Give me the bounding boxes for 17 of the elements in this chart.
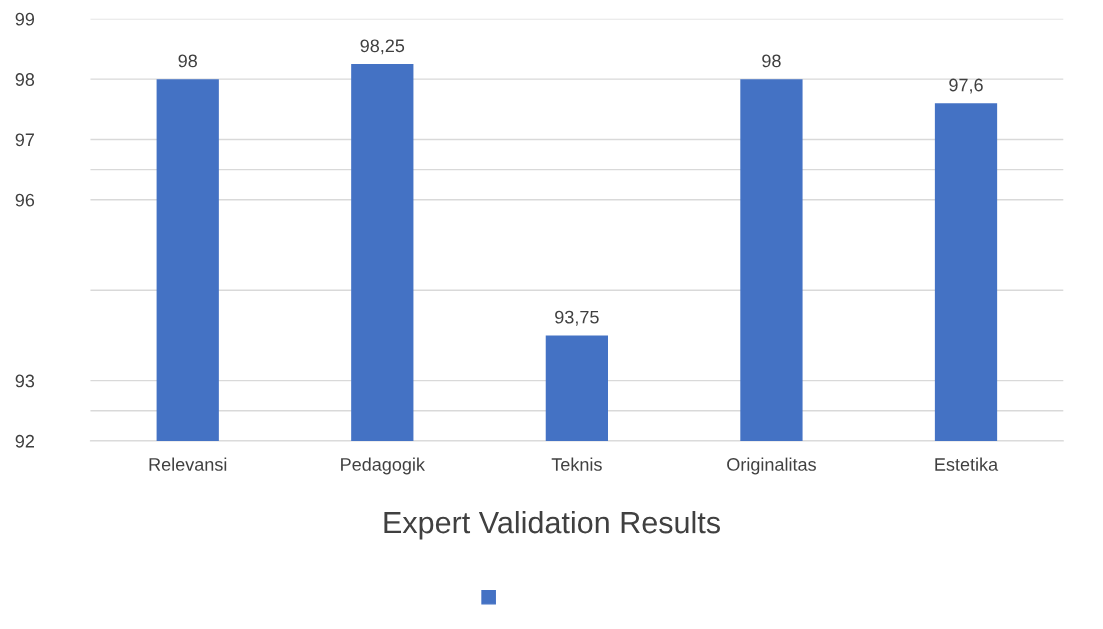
x-tick-label: Originalitas [727, 457, 816, 475]
x-tick-label: Pedagogik [341, 457, 425, 475]
text: 97,6 [949, 78, 983, 94]
y-tick-label: 98 [15, 73, 35, 86]
x-tick-label: Relevansi [149, 457, 227, 471]
text: Expert Validation Results [384, 510, 720, 540]
x-tick-label: Estetika [935, 457, 999, 471]
y-tick-label: 97 [15, 133, 34, 147]
y-tick-label: 99 [15, 12, 35, 26]
text: 98 [178, 54, 197, 68]
x-tick-label: Teknis [551, 457, 602, 471]
y-tick-label: 92 [15, 434, 34, 448]
y-tick-label: 96 [15, 193, 35, 207]
text: 98,25 [360, 39, 405, 55]
y-tick-label: 93 [15, 374, 35, 388]
text: 98 [762, 54, 781, 68]
text: 93,75 [555, 310, 599, 326]
